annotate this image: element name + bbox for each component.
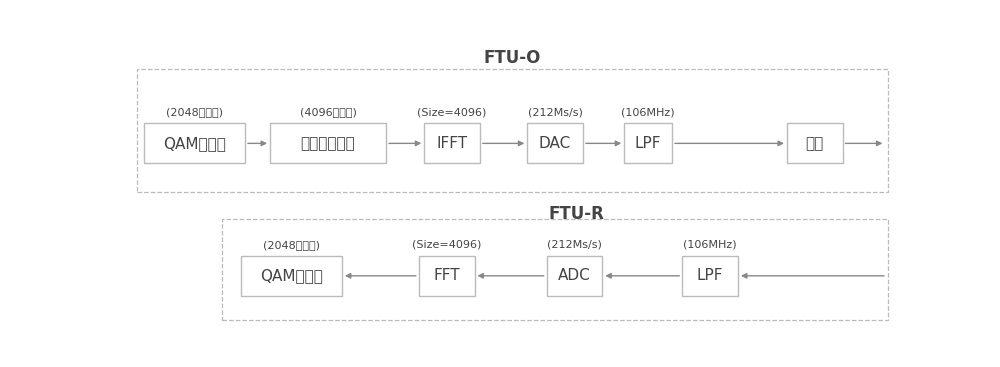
Text: QAM星座点: QAM星座点 [260, 268, 323, 283]
Text: DAC: DAC [539, 136, 571, 151]
Text: (212Ms/s): (212Ms/s) [528, 107, 583, 117]
Text: LPF: LPF [697, 268, 723, 283]
Text: (212Ms/s): (212Ms/s) [547, 240, 602, 250]
FancyBboxPatch shape [241, 256, 342, 296]
Text: FTU-O: FTU-O [484, 50, 541, 68]
Text: (Size=4096): (Size=4096) [412, 240, 481, 250]
FancyBboxPatch shape [787, 123, 843, 163]
Text: ADC: ADC [558, 268, 591, 283]
FancyBboxPatch shape [270, 123, 386, 163]
Text: (Size=4096): (Size=4096) [417, 107, 487, 117]
FancyBboxPatch shape [624, 123, 672, 163]
Text: (106MHz): (106MHz) [683, 240, 737, 250]
Text: (2048个复数): (2048个复数) [263, 240, 320, 250]
Text: 镜像共轭对称: 镜像共轭对称 [301, 136, 355, 151]
FancyBboxPatch shape [144, 123, 245, 163]
Text: FFT: FFT [433, 268, 460, 283]
FancyBboxPatch shape [419, 256, 475, 296]
Text: (4096个复数): (4096个复数) [300, 107, 356, 117]
Text: LPF: LPF [635, 136, 661, 151]
Text: (2048个复数): (2048个复数) [166, 107, 223, 117]
FancyBboxPatch shape [527, 123, 583, 163]
FancyBboxPatch shape [547, 256, 602, 296]
Text: IFFT: IFFT [436, 136, 468, 151]
Text: 信道: 信道 [806, 136, 824, 151]
FancyBboxPatch shape [424, 123, 480, 163]
FancyBboxPatch shape [682, 256, 738, 296]
Text: (106MHz): (106MHz) [621, 107, 675, 117]
Text: FTU-R: FTU-R [548, 205, 604, 223]
Text: QAM星座点: QAM星座点 [163, 136, 226, 151]
